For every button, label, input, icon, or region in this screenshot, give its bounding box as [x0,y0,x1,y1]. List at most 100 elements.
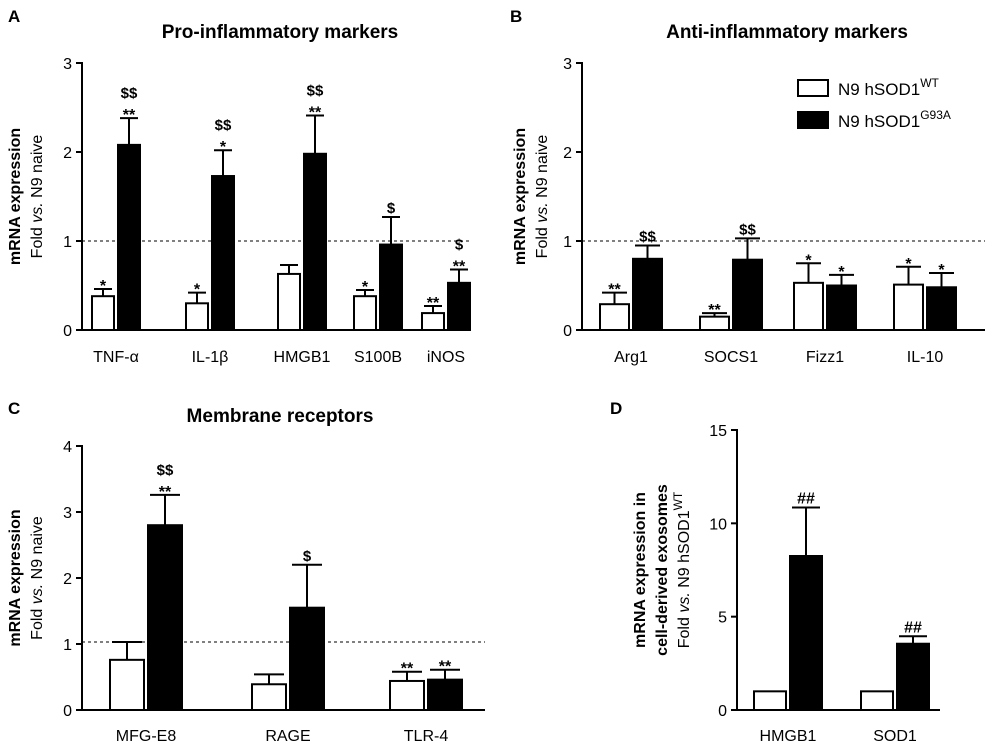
panel-a: A Pro-inflammatory markers 0 1 2 3 mRNA expres… [7,7,471,366]
significance-label: * [905,256,912,273]
significance-label: $ [303,548,312,565]
category-label: Fizz1 [806,349,844,366]
significance-label: ** [401,661,414,678]
significance-label: * [362,279,369,296]
y-tick-label: 3 [563,56,572,73]
significance-label: ** [439,659,452,676]
bar-wt [793,281,824,331]
category-label: MFG-E8 [116,728,177,745]
bar-g93a [289,606,325,712]
bar-g93a [427,678,463,712]
significance-label: $ [455,236,464,253]
y-axis-label: mRNA expression [7,509,24,646]
significance-label: * [100,278,107,295]
panel-letter: C [8,399,20,418]
y-tick-label: 2 [63,571,72,588]
significance-label: * [938,262,945,279]
legend-swatch [797,79,829,97]
category-label: TNF-α [93,349,139,366]
panel-letter: D [610,399,622,418]
significance-label: ** [453,258,466,275]
bar-wt [753,690,787,711]
significance-label: ** [159,484,172,501]
category-label: HMGB1 [760,728,817,745]
bar-g93a [447,281,471,331]
category-label: TLR-4 [404,728,449,745]
bar-g93a [789,555,823,711]
panel-d: D 0 5 10 15 mRNA expression in cell-derived ex… [610,399,940,745]
y-tick-label: 1 [63,234,72,251]
legend-swatch [797,111,829,129]
y-tick-label: 1 [63,637,72,654]
bar-wt [251,683,287,712]
panel-title: Anti-inflammatory markers [666,22,908,43]
significance-label: $$ [215,117,232,134]
y-tick-label: 10 [709,516,727,533]
bar-g93a [147,524,183,712]
bar-wt [389,679,425,712]
significance-label: * [220,139,227,156]
y-axis-sublabel: Fold vs. N9 naive [29,516,46,640]
y-tick-label: 0 [63,703,72,720]
bar-wt [91,295,115,331]
significance-label: ## [797,490,815,507]
panel-letter: B [510,7,522,26]
y-axis-sublabel: Fold vs. N9 naive [534,135,551,259]
significance-label: ## [904,619,922,636]
legend: N9 hSOD1WT N9 hSOD1G93A [797,76,951,131]
y-tick-label: 15 [709,423,727,440]
bar-g93a [926,286,957,331]
category-label: SOCS1 [704,349,758,366]
panel-letter: A [8,7,20,26]
bar-g93a [732,258,763,331]
bar-wt [353,295,377,331]
category-label: S100B [354,349,402,366]
y-axis-label: cell-derived exosomes [654,484,671,656]
bar-wt [860,690,894,711]
panel-title: Pro-inflammatory markers [162,22,399,43]
significance-label: * [805,252,812,269]
y-tick-label: 0 [563,323,572,340]
bar-g93a [117,143,141,331]
y-axis-sublabel: Fold vs. N9 hSOD1WT [671,491,693,648]
category-label: iNOS [427,349,465,366]
bar-g93a [379,243,403,331]
y-tick-label: 0 [718,703,727,720]
significance-label: * [838,264,845,281]
significance-label: $$ [639,228,656,245]
y-tick-label: 3 [63,505,72,522]
y-tick-label: 5 [718,610,727,627]
significance-label: ** [123,107,136,124]
y-tick-label: 1 [563,234,572,251]
significance-label: ** [427,295,440,312]
legend-label: N9 hSOD1G93A [838,108,951,131]
y-tick-label: 3 [63,56,72,73]
significance-label: $$ [307,83,324,100]
y-tick-label: 4 [63,439,72,456]
category-label: SOD1 [873,728,917,745]
y-tick-label: 0 [63,323,72,340]
bar-wt [893,283,924,331]
bar-g93a [826,284,857,331]
significance-label: * [194,282,201,299]
bar-g93a [896,642,930,712]
bar-wt [421,312,445,331]
category-label: RAGE [265,728,310,745]
bar-g93a [303,152,327,331]
legend-label: N9 hSOD1WT [838,76,940,99]
bar-wt [185,302,209,331]
y-tick-label: 2 [563,145,572,162]
significance-label: ** [608,282,621,299]
panel-title: Membrane receptors [187,406,374,427]
bar-g93a [632,257,663,331]
category-label: HMGB1 [274,349,331,366]
significance-label: ** [708,302,721,319]
category-label: IL-1β [192,349,229,366]
y-axis-label: mRNA expression in [632,492,649,648]
category-label: IL-10 [907,349,944,366]
y-axis-sublabel: Fold vs. N9 naive [29,135,46,259]
category-label: Arg1 [614,349,648,366]
significance-label: $ [387,200,396,217]
bar-wt [277,272,301,331]
